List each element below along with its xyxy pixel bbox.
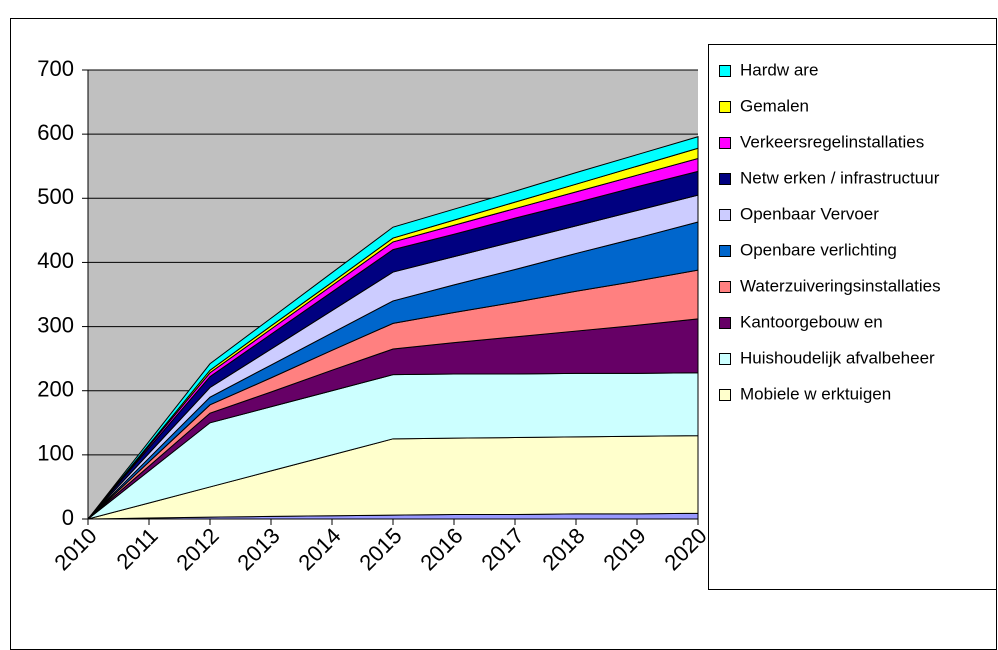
legend-label: Verkeersregelinstallaties (740, 132, 924, 151)
legend-swatch (719, 65, 731, 77)
legend-label: Openbare verlichting (740, 240, 897, 259)
area (87, 136, 699, 520)
legend-label: Huishoudelijk afvalbeheer (740, 348, 935, 367)
legend-label: Mobiele w erktuigen (740, 384, 891, 403)
y-tick-label: 500 (37, 184, 74, 209)
y-tick-label: 700 (37, 56, 74, 81)
y-tick-label: 400 (37, 248, 74, 273)
y-tick-label: 0 (62, 505, 74, 530)
legend-swatch (719, 173, 731, 185)
legend-label: Netw erken / infrastructuur (740, 168, 940, 187)
legend (708, 44, 997, 590)
legend-swatch (719, 101, 731, 113)
legend-swatch (719, 317, 731, 329)
y-tick-label: 200 (37, 377, 74, 402)
legend-swatch (719, 281, 731, 293)
y-tick-label: 100 (37, 441, 74, 466)
legend-swatch (719, 209, 731, 221)
legend-label: Hardw are (740, 60, 818, 79)
legend-swatch (719, 353, 731, 365)
legend-label: Waterzuiveringsinstallaties (740, 276, 941, 295)
legend-swatch (719, 137, 731, 149)
legend-label: Kantoorgebouw en (740, 312, 883, 331)
legend-swatch (719, 245, 731, 257)
legend-swatch (719, 389, 731, 401)
y-tick-label: 300 (37, 312, 74, 337)
legend-label: Gemalen (740, 96, 809, 115)
legend-label: Openbaar Vervoer (740, 204, 879, 223)
y-tick-label: 600 (37, 120, 74, 145)
